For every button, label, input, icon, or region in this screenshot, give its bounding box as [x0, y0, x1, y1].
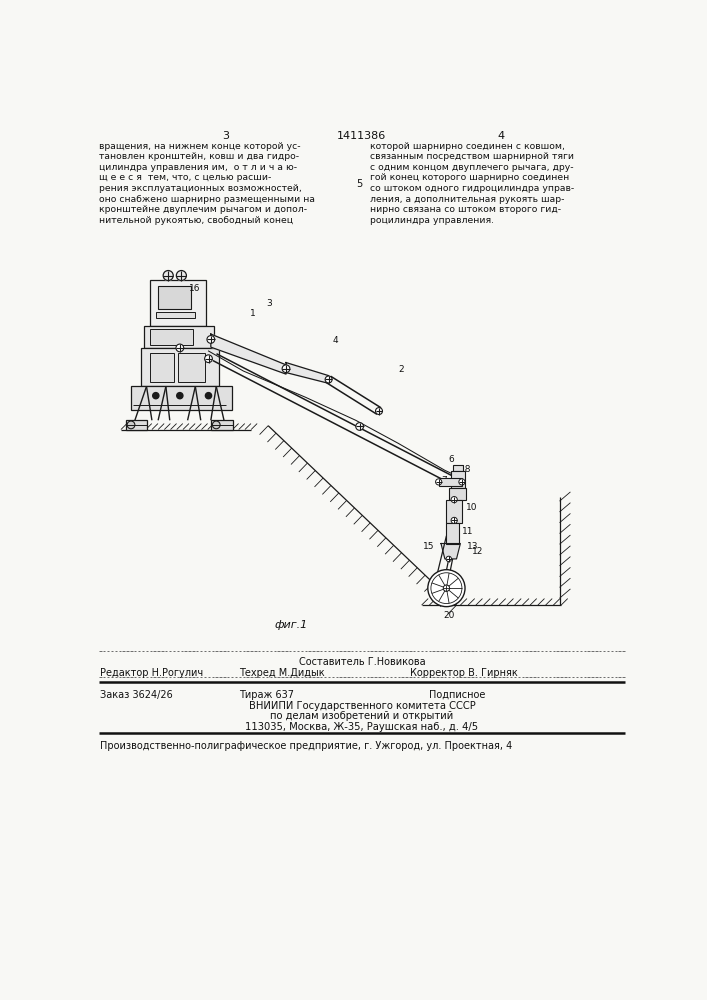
- Circle shape: [428, 570, 465, 607]
- Text: Заказ 3624/26: Заказ 3624/26: [100, 690, 173, 700]
- Text: оно снабжено шарнирно размещенными на: оно снабжено шарнирно размещенными на: [99, 195, 315, 204]
- Text: нительной рукоятью, свободный конец: нительной рукоятью, свободный конец: [99, 216, 293, 225]
- Circle shape: [459, 479, 465, 485]
- Circle shape: [451, 497, 457, 503]
- Text: Техред М.Дидык: Техред М.Дидык: [240, 668, 325, 678]
- Bar: [141, 348, 218, 386]
- Circle shape: [177, 393, 183, 399]
- Bar: [446, 523, 459, 544]
- Circle shape: [176, 271, 187, 281]
- Circle shape: [204, 355, 212, 363]
- Circle shape: [325, 376, 332, 383]
- Text: 5: 5: [459, 488, 464, 497]
- Circle shape: [176, 344, 184, 352]
- Circle shape: [207, 336, 215, 343]
- Bar: [446, 500, 462, 523]
- Text: 1411386: 1411386: [337, 131, 387, 141]
- Text: ВНИИПИ Государственного комитета СССР: ВНИИПИ Государственного комитета СССР: [249, 701, 475, 711]
- Text: 13: 13: [467, 542, 478, 551]
- Text: 12: 12: [472, 547, 484, 556]
- Text: вращения, на нижнем конце которой ус-: вращения, на нижнем конце которой ус-: [99, 142, 301, 151]
- Text: кронштейне двуплечим рычагом и допол-: кронштейне двуплечим рычагом и допол-: [99, 205, 308, 214]
- Text: 20: 20: [443, 611, 455, 620]
- Text: 3: 3: [267, 299, 272, 308]
- Circle shape: [176, 271, 187, 281]
- Circle shape: [436, 479, 442, 485]
- Text: 15: 15: [423, 542, 435, 551]
- Circle shape: [446, 556, 452, 562]
- Text: 7: 7: [441, 476, 447, 485]
- Circle shape: [375, 408, 382, 415]
- Text: которой шарнирно соединен с ковшом,: которой шарнирно соединен с ковшом,: [370, 142, 565, 151]
- Circle shape: [127, 421, 135, 429]
- Text: 16: 16: [189, 284, 201, 293]
- Bar: [151, 280, 206, 326]
- Text: 10: 10: [466, 503, 477, 512]
- Bar: [449, 488, 466, 500]
- Text: 2: 2: [398, 365, 404, 374]
- Bar: [177, 353, 204, 382]
- Circle shape: [212, 421, 220, 429]
- Text: тановлен кронштейн, ковш и два гидро-: тановлен кронштейн, ковш и два гидро-: [99, 152, 299, 161]
- Text: щ е е с я  тем, что, с целью расши-: щ е е с я тем, что, с целью расши-: [99, 173, 271, 182]
- Polygon shape: [441, 544, 460, 559]
- Text: рения эксплуатационных возможностей,: рения эксплуатационных возможностей,: [99, 184, 302, 193]
- Text: Составитель Г.Новикова: Составитель Г.Новикова: [298, 657, 426, 667]
- Text: Производственно-полиграфическое предприятие, г. Ужгород, ул. Проектная, 4: Производственно-полиграфическое предприя…: [100, 741, 513, 751]
- Circle shape: [443, 585, 450, 591]
- Circle shape: [153, 393, 159, 399]
- Circle shape: [163, 271, 173, 281]
- Bar: [151, 329, 193, 345]
- Text: 11: 11: [462, 527, 474, 536]
- Circle shape: [282, 365, 290, 373]
- Text: Подписное: Подписное: [429, 690, 486, 700]
- Polygon shape: [286, 363, 329, 383]
- Bar: [131, 386, 232, 410]
- Text: 3: 3: [222, 131, 229, 141]
- Text: цилиндра управления им,  о т л и ч а ю-: цилиндра управления им, о т л и ч а ю-: [99, 163, 298, 172]
- Text: Редактор Н.Рогулич: Редактор Н.Рогулич: [100, 668, 203, 678]
- Text: гой конец которого шарнирно соединен: гой конец которого шарнирно соединен: [370, 173, 569, 182]
- Text: ления, а дополнительная рукоять шар-: ления, а дополнительная рукоять шар-: [370, 195, 564, 204]
- Bar: [151, 353, 174, 382]
- Bar: [452, 465, 464, 471]
- Bar: [451, 471, 465, 488]
- Circle shape: [451, 517, 457, 523]
- Bar: [211, 420, 233, 430]
- Circle shape: [206, 393, 211, 399]
- Text: 5: 5: [356, 179, 362, 189]
- Text: 8: 8: [433, 582, 438, 591]
- Text: 1: 1: [250, 309, 255, 318]
- Text: Корректор В. Гирняк: Корректор В. Гирняк: [410, 668, 518, 678]
- Circle shape: [443, 585, 450, 591]
- Polygon shape: [211, 334, 286, 374]
- Bar: [144, 326, 214, 348]
- Circle shape: [163, 271, 173, 281]
- Text: 113035, Москва, Ж-35, Раушская наб., д. 4/5: 113035, Москва, Ж-35, Раушская наб., д. …: [245, 722, 479, 732]
- Text: роцилиндра управления.: роцилиндра управления.: [370, 216, 493, 225]
- Text: фиг.1: фиг.1: [274, 620, 308, 631]
- Bar: [156, 312, 194, 318]
- Text: связанным посредством шарнирной тяги: связанным посредством шарнирной тяги: [370, 152, 573, 161]
- Text: 18: 18: [460, 465, 472, 474]
- Circle shape: [443, 585, 450, 591]
- Text: 4: 4: [332, 336, 338, 345]
- Text: по делам изобретений и открытий: по делам изобретений и открытий: [270, 711, 454, 721]
- Bar: [158, 286, 191, 309]
- Text: Тираж 637: Тираж 637: [240, 690, 295, 700]
- Bar: [438, 478, 462, 486]
- Circle shape: [356, 423, 363, 430]
- Text: со штоком одного гидроцилиндра управ-: со штоком одного гидроцилиндра управ-: [370, 184, 574, 193]
- Text: 6: 6: [449, 455, 455, 464]
- Text: нирно связана со штоком второго гид-: нирно связана со штоком второго гид-: [370, 205, 561, 214]
- Bar: [126, 420, 147, 430]
- Text: 4: 4: [498, 131, 505, 141]
- Text: с одним концом двуплечего рычага, дру-: с одним концом двуплечего рычага, дру-: [370, 163, 573, 172]
